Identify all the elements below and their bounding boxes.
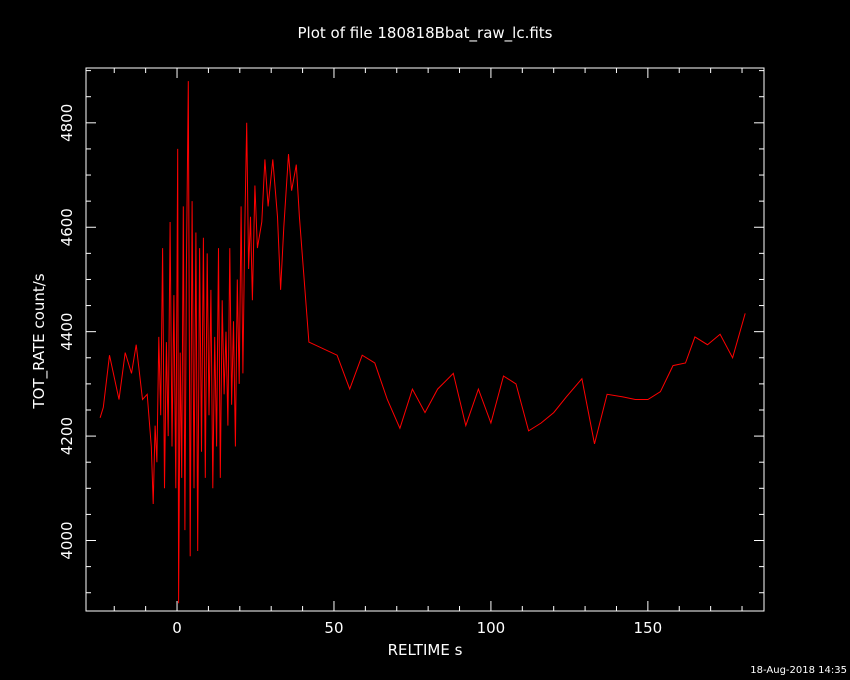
timestamp: 18-Aug-2018 14:35 [750, 665, 847, 676]
y-tick-label: 4200 [58, 417, 76, 455]
y-tick-label: 4600 [58, 208, 76, 246]
x-tick-label: 50 [324, 619, 343, 637]
y-axis-label: TOT_RATE count/s [30, 273, 49, 409]
y-tick-label: 4000 [58, 521, 76, 559]
x-tick-label: 150 [634, 619, 663, 637]
y-tick-label: 4400 [58, 313, 76, 351]
x-tick-label: 0 [172, 619, 182, 637]
axis-tick-labels: 0 50 100 150 4000 4200 4400 4600 4800 [58, 104, 662, 637]
series-line [99, 81, 746, 604]
y-tick-label: 4800 [58, 104, 76, 142]
x-tick-label: 100 [477, 619, 506, 637]
axis-ticks [86, 68, 764, 611]
x-axis-label: RELTIME s [388, 641, 463, 659]
plot-frame [85, 67, 765, 612]
chart-title: Plot of file 180818Bbat_raw_lc.fits [298, 24, 553, 43]
